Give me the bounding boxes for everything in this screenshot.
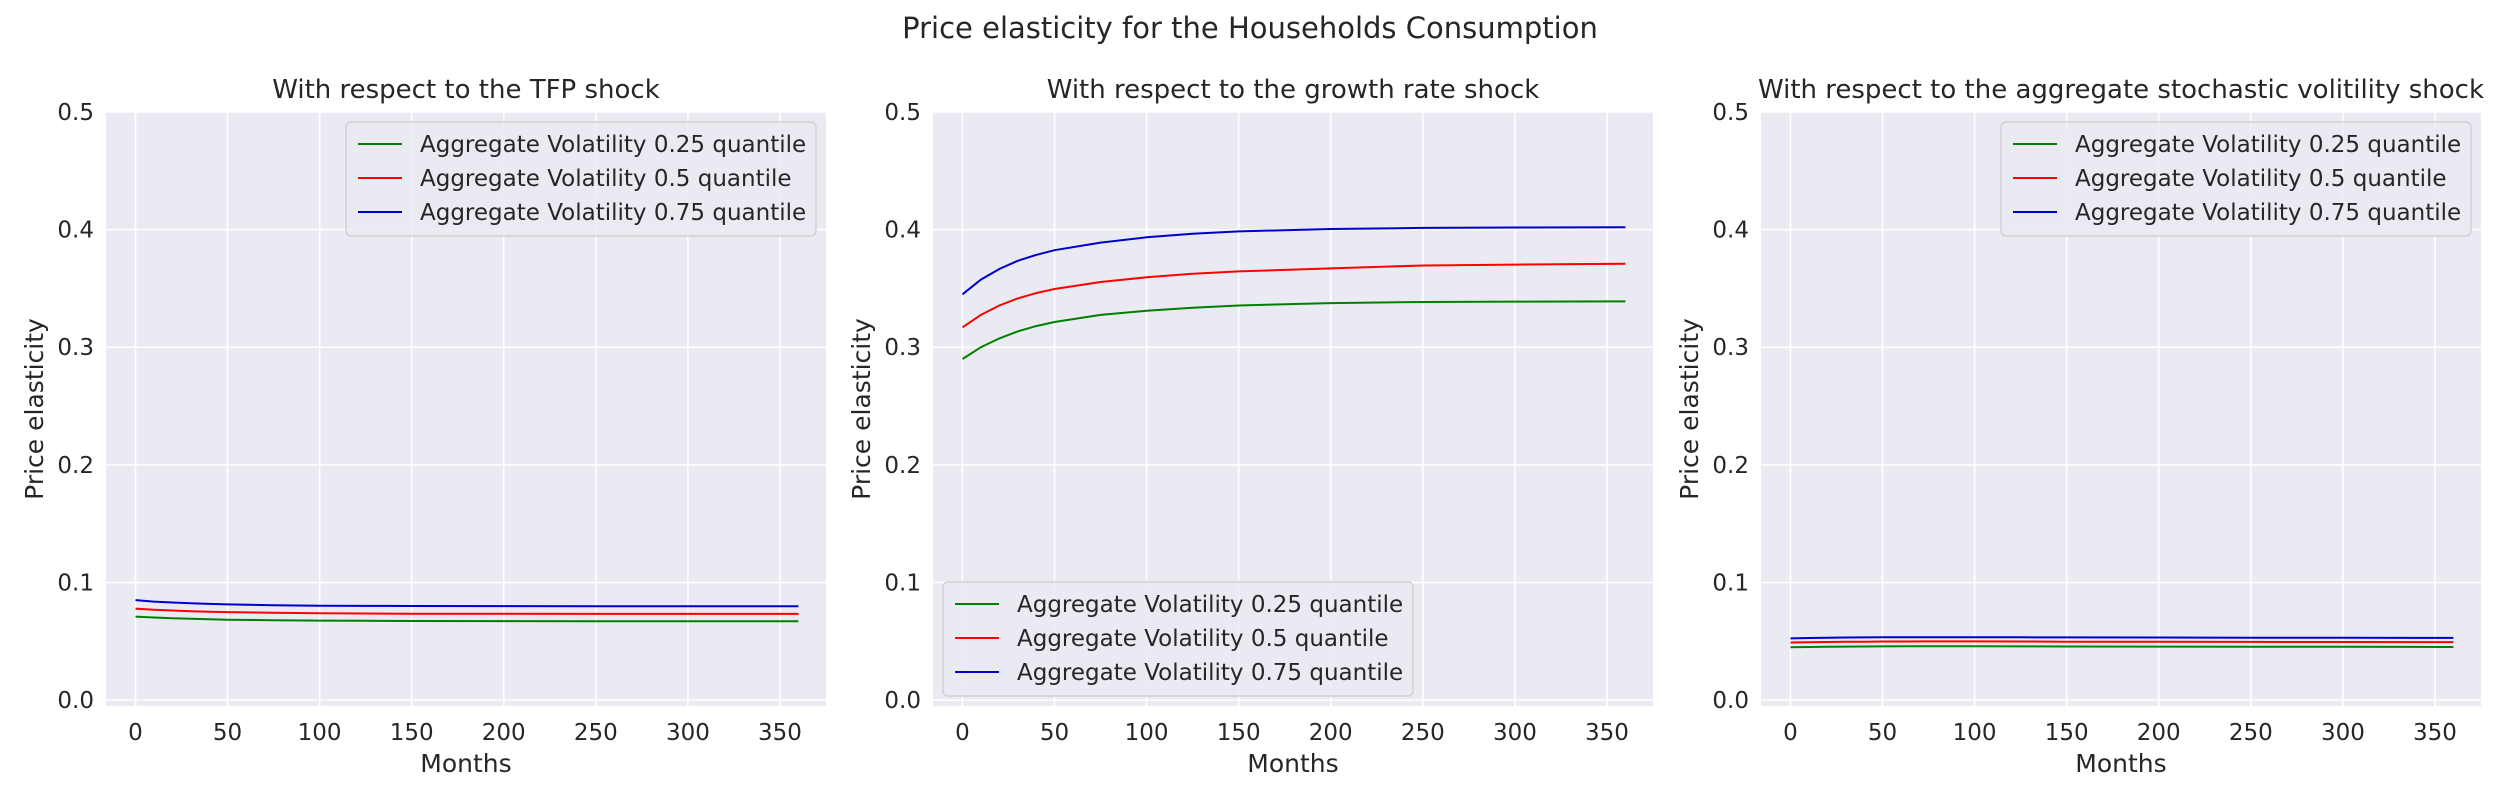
x-tick-label: 100: [1953, 720, 1997, 746]
series-line-2: [1790, 640, 2454, 644]
y-tick-label: 0.5: [57, 100, 94, 126]
chart-panel-1: 0 50 100 150 200 250 300 350 0.0 0.1 0.2 0.3 0.4 0.5 M…: [20, 75, 826, 778]
x-tick-label: 200: [1309, 720, 1353, 746]
legend-frame: [2000, 121, 2472, 237]
x-tick-label: 100: [1125, 720, 1169, 746]
x-tick-label: 350: [758, 720, 802, 746]
x-tick-label: 0: [1783, 720, 1798, 746]
x-axis-label: Months: [2075, 749, 2166, 778]
legend-entry-label: Aggregate Volatility 0.25 quantile: [420, 132, 806, 158]
chart-panels: 0 50 100 150 200 250 300 350 0.0 0.1 0.2 0.3 0.4 0.5 M…: [20, 75, 2484, 778]
x-tick-label: 350: [2413, 720, 2457, 746]
x-tick-label: 50: [1868, 720, 1897, 746]
x-tick-label: 0: [955, 720, 970, 746]
y-tick-label: 0.0: [57, 688, 94, 714]
x-tick-label: 250: [1401, 720, 1445, 746]
series-line-3: [135, 599, 799, 608]
y-tick-label: 0.2: [1712, 453, 1749, 479]
series-line-2: [961, 262, 1626, 329]
y-tick-label: 0.1: [57, 570, 94, 596]
y-tick-label: 0.2: [57, 453, 94, 479]
x-tick-label: 50: [213, 720, 242, 746]
x-tick-label: 300: [666, 720, 710, 746]
series-line-1: [1790, 645, 2454, 649]
x-tick-label: 300: [1493, 720, 1537, 746]
y-tick-label: 0.1: [884, 570, 921, 596]
x-tick-label: 150: [1217, 720, 1261, 746]
y-tick-label: 0.2: [884, 453, 921, 479]
x-tick-label: 350: [1585, 720, 1629, 746]
y-tick-label: 0.0: [1712, 688, 1749, 714]
x-tick-label: 200: [2137, 720, 2181, 746]
y-tick-label: 0.3: [884, 335, 921, 361]
x-axis-label: Months: [1247, 749, 1338, 778]
chart-panel-2: 0 50 100 150 200 250 300 350 0.0 0.1 0.2 0.3 0.4 0.5 M…: [847, 75, 1653, 778]
panel-title: With respect to the TFP shock: [272, 75, 660, 105]
legend-entry-label: Aggregate Volatility 0.25 quantile: [2075, 132, 2461, 158]
legend-entry-label: Aggregate Volatility 0.75 quantile: [1017, 660, 1403, 686]
x-tick-label: 0: [128, 720, 143, 746]
series-line-1: [135, 615, 799, 623]
y-tick-label: 0.5: [1712, 100, 1749, 126]
y-axis-label: Price elasticity: [20, 318, 49, 500]
legend-entry-label: Aggregate Volatility 0.5 quantile: [420, 166, 792, 192]
legend: Aggregate Volatility 0.25 quantile Aggreg…: [345, 121, 817, 237]
legend-entry-label: Aggregate Volatility 0.5 quantile: [2075, 166, 2447, 192]
series-line-3: [961, 226, 1626, 296]
y-tick-label: 0.3: [57, 335, 94, 361]
y-tick-label: 0.0: [884, 688, 921, 714]
panel-title: With respect to the aggregate stochastic…: [1758, 75, 2484, 105]
series-line-3: [1790, 636, 2454, 640]
legend-entry-label: Aggregate Volatility 0.25 quantile: [1017, 592, 1403, 618]
legend-entry-label: Aggregate Volatility 0.75 quantile: [2075, 200, 2461, 226]
y-tick-label: 0.1: [1712, 570, 1749, 596]
legend-frame: [942, 581, 1414, 697]
series-line-1: [961, 300, 1626, 360]
y-tick-label: 0.4: [57, 218, 94, 244]
series-line-2: [135, 607, 799, 615]
x-tick-label: 250: [574, 720, 618, 746]
y-tick-label: 0.5: [884, 100, 921, 126]
y-axis-label: Price elasticity: [847, 318, 876, 500]
x-tick-label: 300: [2321, 720, 2365, 746]
legend-entry-label: Aggregate Volatility 0.5 quantile: [1017, 626, 1389, 652]
y-tick-label: 0.4: [884, 218, 921, 244]
y-tick-label: 0.3: [1712, 335, 1749, 361]
y-tick-label: 0.4: [1712, 218, 1749, 244]
legend: Aggregate Volatility 0.25 quantile Aggreg…: [942, 581, 1414, 697]
y-axis-label: Price elasticity: [1675, 318, 1704, 500]
x-tick-label: 250: [2229, 720, 2273, 746]
x-axis-label: Months: [420, 749, 511, 778]
panel-title: With respect to the growth rate shock: [1047, 75, 1540, 105]
legend-frame: [345, 121, 817, 237]
x-tick-label: 50: [1040, 720, 1069, 746]
x-tick-label: 150: [390, 720, 434, 746]
x-tick-label: 150: [2045, 720, 2089, 746]
legend: Aggregate Volatility 0.25 quantile Aggreg…: [2000, 121, 2472, 237]
chart-panel-3: 0 50 100 150 200 250 300 350 0.0 0.1 0.2 0.3 0.4 0.5 M…: [1675, 75, 2484, 778]
figure-title: Price elasticity for the Households Cons…: [902, 11, 1598, 45]
x-tick-label: 100: [298, 720, 342, 746]
x-tick-label: 200: [482, 720, 526, 746]
legend-entry-label: Aggregate Volatility 0.75 quantile: [420, 200, 806, 226]
